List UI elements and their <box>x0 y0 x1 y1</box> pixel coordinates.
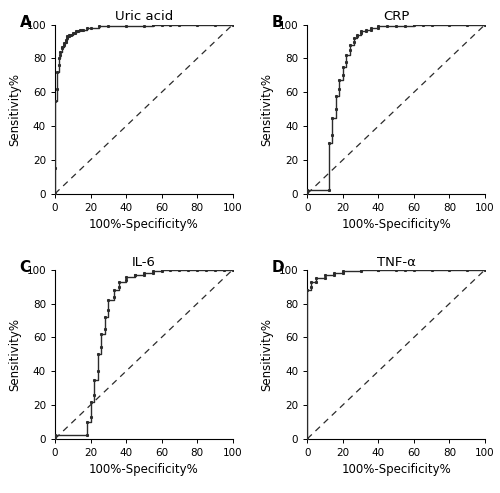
Text: D: D <box>272 260 284 275</box>
Y-axis label: Sensitivity%: Sensitivity% <box>260 72 273 145</box>
X-axis label: 100%-Specificity%: 100%-Specificity% <box>89 463 198 476</box>
Text: C: C <box>20 260 30 275</box>
Title: Uric acid: Uric acid <box>114 10 173 24</box>
Y-axis label: Sensitivity%: Sensitivity% <box>8 318 21 391</box>
Title: CRP: CRP <box>383 10 409 24</box>
Title: TNF-α: TNF-α <box>376 255 416 269</box>
Text: A: A <box>20 14 31 30</box>
Title: IL-6: IL-6 <box>132 255 156 269</box>
Text: B: B <box>272 14 283 30</box>
X-axis label: 100%-Specificity%: 100%-Specificity% <box>342 463 451 476</box>
X-axis label: 100%-Specificity%: 100%-Specificity% <box>342 218 451 231</box>
Y-axis label: Sensitivity%: Sensitivity% <box>260 318 273 391</box>
X-axis label: 100%-Specificity%: 100%-Specificity% <box>89 218 198 231</box>
Y-axis label: Sensitivity%: Sensitivity% <box>8 72 21 145</box>
